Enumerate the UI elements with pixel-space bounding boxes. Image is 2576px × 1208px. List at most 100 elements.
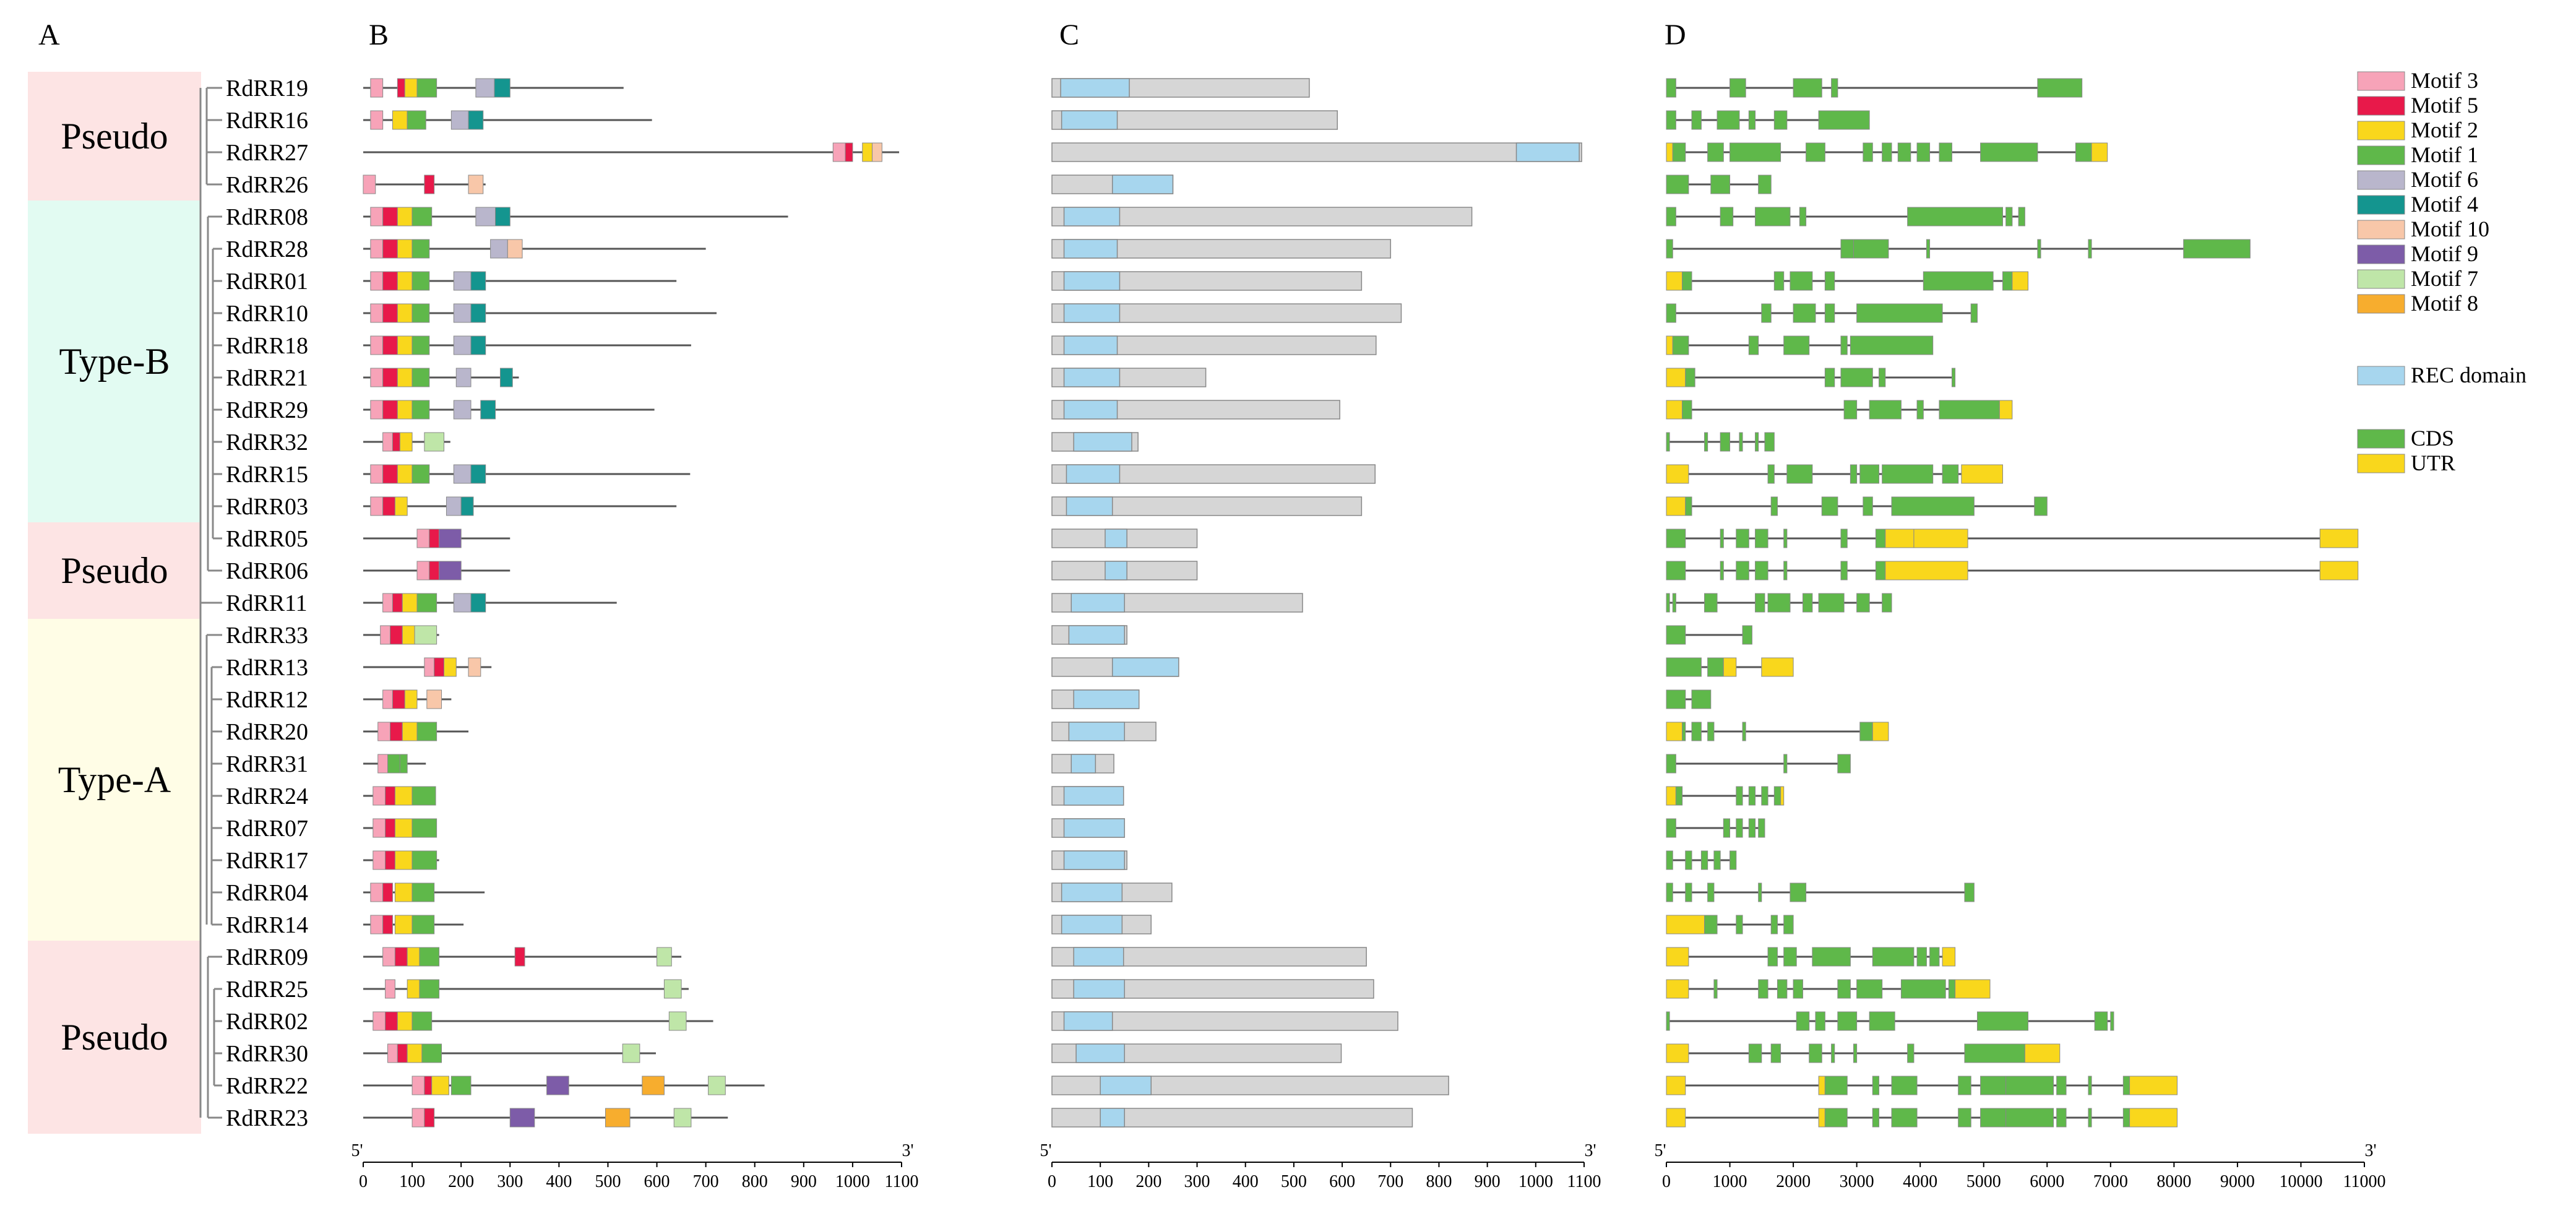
- motif5-box: [385, 786, 395, 806]
- cds-exon: [1916, 400, 1924, 420]
- cds-exon: [1809, 1043, 1822, 1063]
- axis-d-tick-label: 5000: [1966, 1172, 2001, 1191]
- cds-exon: [2005, 1076, 2054, 1095]
- cds-exon: [1970, 303, 1978, 323]
- cds-exon: [2005, 207, 2013, 226]
- cds-exon: [1777, 979, 1788, 999]
- rec-domain-box: [1063, 1011, 1113, 1031]
- motif2-box: [394, 915, 413, 934]
- cds-exon: [1666, 689, 1686, 709]
- cds-exon: [1773, 786, 1781, 806]
- cds-exon: [1958, 1108, 1971, 1128]
- axis-d-tick-label: 11000: [2343, 1172, 2386, 1191]
- motif1-box: [416, 78, 437, 98]
- rec-domain-box: [1515, 142, 1580, 162]
- axis-c-start-label: 5': [1040, 1141, 1051, 1160]
- legend-label-motif6: Motif 6: [2411, 167, 2478, 192]
- group-band-0: [28, 72, 201, 201]
- legend-swatch-motif10: [2357, 220, 2405, 239]
- cds-exon: [1783, 947, 1797, 967]
- axis-d-start-label: 5': [1654, 1141, 1666, 1160]
- rec-domain-box: [1063, 335, 1118, 355]
- motif4-box: [499, 368, 513, 387]
- axis-b-tick-label: 900: [791, 1172, 817, 1191]
- cds-exon: [1761, 303, 1772, 323]
- cds-exon: [1882, 142, 1892, 162]
- cds-exon: [1939, 400, 2000, 420]
- cds-exon: [1840, 528, 1848, 548]
- cds-exon: [1824, 303, 1835, 323]
- group-label-2: Pseudo: [61, 550, 168, 591]
- motif5-box: [392, 593, 403, 613]
- gene-name: RdRR16: [226, 108, 308, 134]
- axis-d-tick-label: 10000: [2279, 1172, 2322, 1191]
- motif10-box: [426, 689, 442, 709]
- cds-exon: [1900, 979, 1946, 999]
- motif6-box: [450, 110, 469, 130]
- axis-c-tick-label: 500: [1281, 1172, 1307, 1191]
- cds-exon: [1666, 78, 1676, 98]
- cds-exon: [1736, 528, 1749, 548]
- protein-bar: [1051, 142, 1582, 162]
- group-band-3: [28, 619, 201, 941]
- utr-exon: [2129, 1076, 2178, 1095]
- motif3-box: [370, 303, 384, 323]
- cds-exon: [1748, 818, 1756, 838]
- axis-d-tick-label: 8000: [2156, 1172, 2191, 1191]
- gene-row: RdRR20: [226, 719, 1889, 745]
- motif5-box: [429, 561, 440, 580]
- motif4-box: [494, 78, 510, 98]
- gene-row: RdRR01: [226, 269, 2029, 295]
- motif3-box: [382, 689, 393, 709]
- gene-row: RdRR30: [226, 1041, 2061, 1067]
- cds-exon: [1856, 303, 1943, 323]
- legend-swatch-motif2: [2357, 121, 2405, 140]
- motif4-box: [470, 335, 486, 355]
- motif1-box: [387, 754, 400, 774]
- gene-row: RdRR31: [226, 751, 1851, 777]
- panel-label-c: C: [1059, 19, 1079, 51]
- axis-d-tick-label: 7000: [2093, 1172, 2128, 1191]
- motif4-box: [470, 271, 486, 291]
- utr-exon: [1885, 561, 1968, 580]
- cds-exon: [1773, 110, 1788, 130]
- cds-exon: [1840, 335, 1848, 355]
- axis-d-tick-label: 0: [1662, 1172, 1671, 1191]
- group-band-4: [28, 941, 201, 1134]
- motif5-box: [382, 400, 398, 420]
- utr-exon: [2091, 142, 2108, 162]
- gene-name: RdRR10: [226, 301, 308, 327]
- cds-exon: [1783, 335, 1810, 355]
- motif2-box: [397, 464, 413, 484]
- motif10-box: [468, 175, 484, 194]
- gene-row: RdRR29: [226, 397, 2013, 423]
- rec-domain-box: [1061, 882, 1123, 902]
- cds-exon: [1685, 882, 1692, 902]
- motif3-box: [382, 593, 393, 613]
- cds-exon: [1666, 818, 1676, 838]
- axis-d-tick-label: 1000: [1713, 1172, 1747, 1191]
- axis-b-start-label: 5': [351, 1141, 363, 1160]
- motif6-box: [446, 496, 462, 516]
- motif5-box: [845, 142, 853, 162]
- cds-exon: [2037, 78, 2083, 98]
- cds-exon: [1783, 915, 1794, 934]
- motif5-box: [385, 818, 395, 838]
- motif2-box: [397, 239, 413, 259]
- legend-label-utr: UTR: [2411, 451, 2455, 475]
- cds-exon: [1891, 496, 1975, 516]
- motif2-box: [404, 689, 418, 709]
- cds-exon: [1872, 1076, 1880, 1095]
- gene-name: RdRR32: [226, 429, 308, 455]
- cds-exon: [1859, 722, 1873, 741]
- cds-exon: [2056, 1108, 2067, 1128]
- utr-exon: [1872, 722, 1889, 741]
- motif2-box: [397, 368, 413, 387]
- axis-b-tick-label: 800: [742, 1172, 768, 1191]
- rec-domain-box: [1068, 722, 1126, 741]
- gene-row: RdRR02: [226, 1009, 2114, 1035]
- motif2-box: [397, 335, 413, 355]
- motif1-box: [419, 979, 440, 999]
- cds-exon: [2183, 239, 2251, 259]
